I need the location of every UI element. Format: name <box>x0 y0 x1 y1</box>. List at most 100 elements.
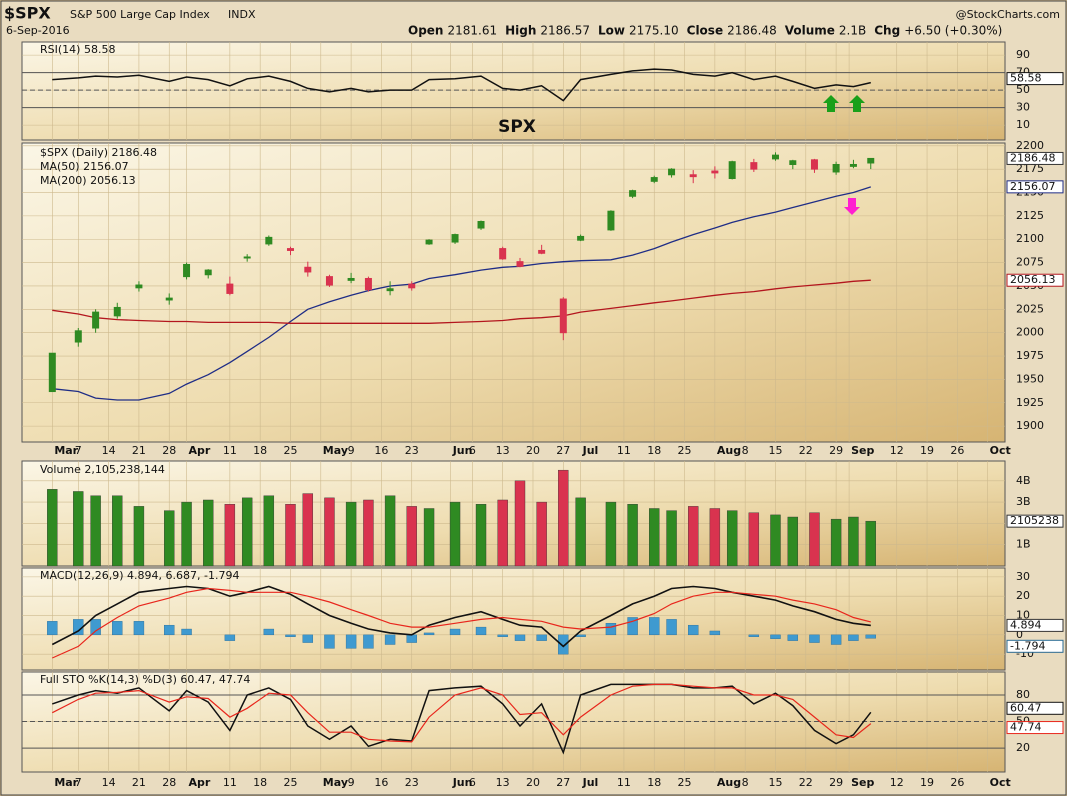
value-box-label: 4.894 <box>1010 618 1042 631</box>
histogram-bar <box>423 632 435 636</box>
candle-body <box>183 263 191 278</box>
volume-bar <box>133 506 145 567</box>
x-tick-label: 8 <box>742 776 749 789</box>
date: 6-Sep-2016 <box>6 24 70 37</box>
candle-body <box>559 298 567 334</box>
volume-bar <box>726 510 738 567</box>
histogram-bar <box>324 634 335 649</box>
histogram-bar <box>787 634 799 641</box>
value-box-label: 2056.13 <box>1010 273 1056 286</box>
volume-bar <box>112 495 123 567</box>
value-box <box>1006 72 1064 86</box>
candle-body <box>728 161 736 180</box>
quote-value: 2186.48 <box>727 24 777 38</box>
y-tick-label: 3B <box>1016 495 1031 508</box>
series-line <box>52 68 871 102</box>
x-tick-label: Mar <box>54 776 78 789</box>
x-tick-label: 11 <box>223 776 237 789</box>
candle-body <box>204 269 212 276</box>
candle-body <box>771 154 779 160</box>
candle-body <box>48 352 56 393</box>
histogram-bar <box>47 621 58 636</box>
legend-entry: Full STO %K(14,3) %D(3) 60.47, 47.74 <box>40 673 250 686</box>
histogram-bar <box>164 624 175 636</box>
volume-bar <box>345 501 357 567</box>
histogram-bar <box>449 628 461 636</box>
x-tick-label: 21 <box>132 776 146 789</box>
candle-body <box>425 239 433 245</box>
x-tick-label: 22 <box>799 444 813 457</box>
volume-bar <box>449 501 461 567</box>
y-tick-label: 1975 <box>1016 349 1044 362</box>
x-tick-label: 25 <box>283 776 297 789</box>
y-tick-label: 2175 <box>1016 162 1044 175</box>
histogram-bar <box>363 634 374 649</box>
histogram-bar <box>285 634 296 637</box>
quote-value: 2186.57 <box>540 24 590 38</box>
x-tick-label: 19 <box>920 776 934 789</box>
quote: Open 2181.61 High 2186.57 Low 2175.10 Close 218… <box>408 24 1002 38</box>
candle-body <box>243 256 251 259</box>
index-name: S&P 500 Large Cap Index <box>70 8 210 21</box>
candle-body <box>607 210 615 231</box>
volume-bar <box>302 493 314 567</box>
candle-body <box>538 249 546 254</box>
arrows <box>823 95 865 215</box>
x-tick-label: 15 <box>768 444 782 457</box>
x-tick-label: 15 <box>768 776 782 789</box>
value-box-label: -1.794 <box>1010 639 1045 652</box>
value-box-label: 2186.48 <box>1010 151 1056 164</box>
x-tick-label: 13 <box>496 776 510 789</box>
x-tick-label: 27 <box>556 444 570 457</box>
x-tick-label: 7 <box>75 776 82 789</box>
volume-bar <box>164 510 175 567</box>
x-tick-label: 12 <box>890 776 904 789</box>
candle-body <box>135 284 143 289</box>
x-tick-label: Aug <box>717 444 741 457</box>
volume-bar <box>423 508 435 567</box>
volume-bar <box>406 506 417 567</box>
annotation: SPX <box>498 117 536 137</box>
candle-body <box>810 159 818 170</box>
x-tick-label: Aug <box>717 776 741 789</box>
volume-bar <box>475 504 487 567</box>
green-arrow <box>823 95 839 112</box>
volume-bar <box>384 495 396 567</box>
value-box <box>1006 639 1064 653</box>
legend-entry: RSI(14) 58.58 <box>40 43 115 56</box>
histogram-bar <box>666 619 677 636</box>
y-tick-label: 1900 <box>1016 419 1044 432</box>
candle-body <box>789 160 797 165</box>
volume-bar <box>666 510 677 567</box>
x-tick-label: 14 <box>102 776 116 789</box>
histogram-bar <box>536 634 547 641</box>
candle-body <box>689 174 697 178</box>
candle-body <box>629 190 637 197</box>
y-tick-label: 2100 <box>1016 232 1044 245</box>
y-tick-label: 80 <box>1016 688 1030 701</box>
candle-body <box>92 311 100 329</box>
x-tick-label: 7 <box>75 444 82 457</box>
histogram-bar <box>688 624 699 636</box>
quote-value: 2.1B <box>839 24 866 38</box>
series-line <box>52 683 872 755</box>
candle-body <box>226 283 234 294</box>
volume-bar <box>241 497 253 567</box>
volume-bar <box>575 497 586 567</box>
x-tick-label: Sep <box>851 776 874 789</box>
x-tick-label: 26 <box>950 776 964 789</box>
volume-bar <box>285 504 296 567</box>
x-tick-label: 23 <box>405 776 419 789</box>
x-tick-label: 18 <box>647 444 661 457</box>
histogram-bar <box>406 634 417 643</box>
x-tick-label: 18 <box>253 776 267 789</box>
quote-label: Low <box>598 24 625 38</box>
y-tick-label: 2075 <box>1016 256 1044 269</box>
value-box <box>1006 701 1064 715</box>
histogram-bar <box>263 628 275 636</box>
y-tick-label: 2025 <box>1016 302 1044 315</box>
candle-body <box>325 276 333 286</box>
source: @StockCharts.com <box>956 8 1060 21</box>
value-box <box>1006 618 1064 632</box>
